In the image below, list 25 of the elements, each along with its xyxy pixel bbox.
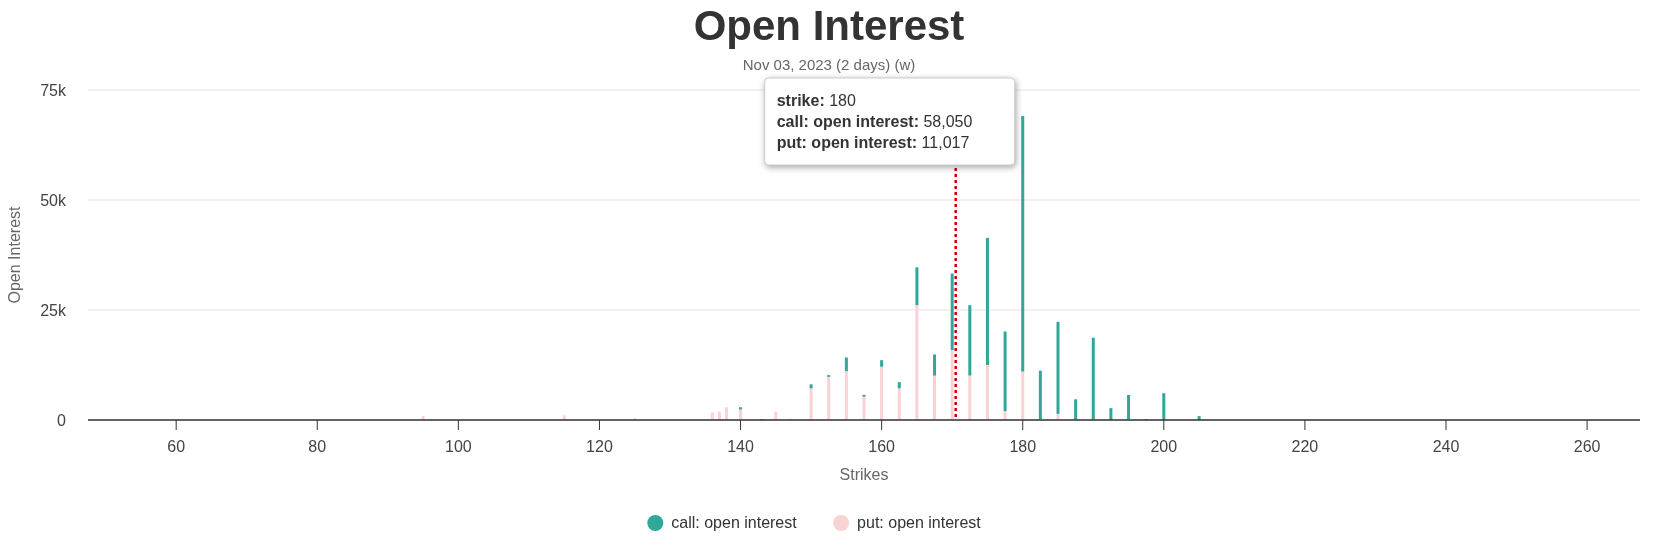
y-tick-label: 50k: [40, 192, 67, 209]
annotation: put: open interest: 11,017: [776, 134, 970, 151]
chart-subtitle: Nov 03, 2023 (2 days) (w): [742, 56, 916, 73]
tooltip-box: strike: 180 call: open interest: 58,050 put: open interest: 11,017: [764, 77, 1016, 166]
y-tick-label: 0: [57, 412, 67, 429]
x-tick-label: 200: [1150, 438, 1178, 455]
x-tick-label: 140: [727, 438, 754, 455]
y-tick-label: 25k: [40, 302, 67, 319]
x-tick-label: 260: [1573, 438, 1601, 455]
annotation: call: open interest: 58,050: [776, 113, 973, 130]
x-tick-label: 100: [445, 438, 472, 455]
x-axis-title: Strikes: [839, 466, 889, 483]
x-tick-label: 240: [1432, 438, 1460, 455]
legend-label: put: open interest: [857, 514, 982, 531]
x-tick-label: 60: [167, 438, 186, 455]
x-tick-label: 160: [868, 438, 896, 455]
x-tick-label: 80: [308, 438, 327, 455]
x-tick-label: 180: [1009, 438, 1037, 455]
x-tick-label: 120: [586, 438, 613, 455]
annotation: strike: 180: [776, 92, 856, 109]
chart-title: Open Interest: [693, 2, 965, 49]
y-axis-title: Open Interest: [6, 205, 23, 304]
legend-label: call: open interest: [671, 514, 798, 531]
x-tick-label: 220: [1291, 438, 1319, 455]
y-tick-label: 75k: [40, 82, 67, 99]
